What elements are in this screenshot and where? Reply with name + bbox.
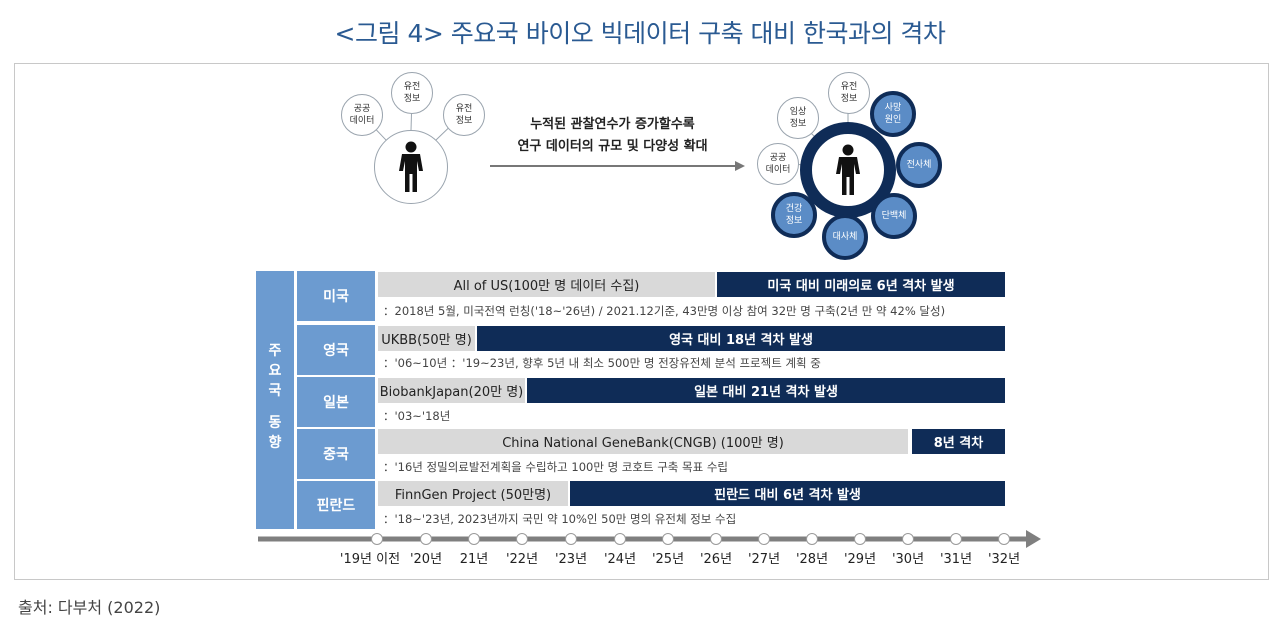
china-gap-bar: 8년 격차	[912, 429, 1005, 454]
finland-note: ：'18~'23년, 2023년까지 국민 약 10%인 50만 명의 유전체 …	[383, 512, 737, 526]
country-japan: 일본	[297, 377, 375, 427]
bubble-health-info: 건강 정보	[771, 192, 817, 238]
timeline-label: 21년	[459, 552, 489, 567]
timeline-label: '29년	[843, 552, 877, 567]
timeline-marker	[614, 533, 626, 545]
bubble-metabolome: 대사체	[822, 214, 868, 260]
country-usa: 미국	[297, 271, 375, 321]
bubble-cause-of-death: 사망 원인	[870, 91, 916, 137]
country-finland: 핀란드	[297, 481, 375, 529]
side-label-char: 동	[268, 415, 282, 431]
finland-gap-bar: 핀란드 대비 6년 격차 발생	[570, 481, 1005, 506]
side-label-char: 요	[268, 363, 282, 379]
timeline-marker	[516, 533, 528, 545]
timeline-marker	[420, 533, 432, 545]
japan-grey-bar: BiobankJapan(20만 명)	[378, 378, 525, 403]
japan-gap-bar: 일본 대비 21년 격차 발생	[527, 378, 1005, 403]
side-label-major-countries: 주 요 국 동 향	[256, 271, 294, 529]
timeline-marker	[758, 533, 770, 545]
usa-note: ：2018년 5월, 미국전역 런칭('18~'26년) / 2021.12기준…	[383, 304, 946, 318]
timeline-label: '31년	[939, 552, 973, 567]
timeline-label: '19년 이전	[339, 552, 401, 567]
japan-note: ：'03~'18년	[383, 409, 451, 423]
source-note: 출처: 다부처 (2022)	[18, 598, 161, 617]
bubble-transcriptome: 전사체	[896, 142, 942, 188]
growth-message-line1: 누적된 관찰연수가 증가할수록	[530, 117, 695, 132]
usa-grey-bar: All of US(100만 명 데이터 수집)	[378, 272, 715, 297]
figure-title: <그림 4> 주요국 바이오 빅데이터 구축 대비 한국과의 격차	[334, 19, 946, 48]
timeline-label: '22년	[505, 552, 539, 567]
usa-gap-bar: 미국 대비 미래의료 6년 격차 발생	[717, 272, 1005, 297]
person-icon	[399, 141, 423, 192]
timeline-label: '20년	[409, 552, 443, 567]
timeline-label: '27년	[747, 552, 781, 567]
person-icon	[836, 144, 860, 195]
timeline-marker	[565, 533, 577, 545]
country-uk: 영국	[297, 325, 375, 375]
timeline-marker	[902, 533, 914, 545]
timeline-marker	[950, 533, 962, 545]
timeline-label: '28년	[795, 552, 829, 567]
china-grey-bar: China National GeneBank(CNGB) (100만 명)	[378, 429, 908, 454]
timeline-label: '32년	[987, 552, 1021, 567]
uk-note: ：'06~10년 ：'19~23년, 향후 5년 내 최소 500만 명 전장유…	[383, 356, 821, 370]
china-note: ：'16년 정밀의료발전계획을 수립하고 100만 명 코호트 구축 목표 수립	[383, 460, 728, 474]
bubble-public-data-right: 공공 데이터	[757, 143, 799, 185]
side-label-char: 국	[268, 383, 282, 399]
person-circle-left	[374, 130, 448, 204]
uk-grey-bar: UKBB(50만 명)	[378, 326, 475, 351]
timeline-label: '30년	[891, 552, 925, 567]
finland-grey-bar: FinnGen Project (50만명)	[378, 481, 568, 506]
growth-message-line2: 연구 데이터의 규모 및 다양성 확대	[517, 139, 708, 154]
timeline-marker	[806, 533, 818, 545]
timeline-marker	[998, 533, 1010, 545]
timeline-label: '23년	[554, 552, 588, 567]
uk-gap-bar: 영국 대비 18년 격차 발생	[477, 326, 1005, 351]
timeline-label: '24년	[603, 552, 637, 567]
timeline-label: '26년	[699, 552, 733, 567]
side-label-char: 향	[268, 435, 282, 451]
bubble-genetic-info-left-top: 유전 정보	[391, 72, 433, 114]
bubble-genetic-info-right: 유전 정보	[828, 72, 870, 114]
side-label-char: 주	[268, 343, 282, 359]
timeline-marker	[371, 533, 383, 545]
timeline-marker	[710, 533, 722, 545]
timeline-marker	[662, 533, 674, 545]
bubble-public-data-left: 공공 데이터	[341, 94, 383, 136]
growth-message: 누적된 관찰연수가 증가할수록 연구 데이터의 규모 및 다양성 확대	[490, 114, 735, 158]
timeline-marker	[854, 533, 866, 545]
bubble-genetic-info-left-right: 유전 정보	[443, 94, 485, 136]
bubble-clinical-info: 임상 정보	[777, 97, 819, 139]
timeline-marker	[468, 533, 480, 545]
bubble-proteome: 단백체	[871, 193, 917, 239]
timeline-label: '25년	[651, 552, 685, 567]
country-china: 중국	[297, 429, 375, 479]
